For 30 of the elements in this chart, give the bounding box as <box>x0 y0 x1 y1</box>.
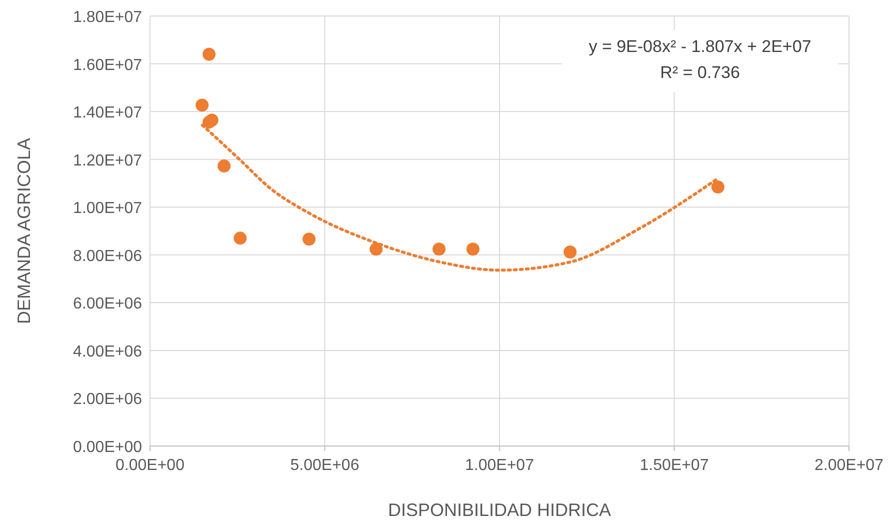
point <box>218 160 231 173</box>
y-tick-label: 8.00E+06 <box>73 248 142 265</box>
y-tick-label: 1.20E+07 <box>73 152 142 170</box>
x-tick-label: 1.50E+07 <box>640 457 709 474</box>
y-tick-label: 1.80E+07 <box>73 9 142 26</box>
y-tick-label: 2.00E+06 <box>73 391 142 408</box>
y-tick-label: 6.00E+06 <box>73 296 142 313</box>
point <box>564 246 577 259</box>
point <box>202 48 216 61</box>
y-tick-label: 1.60E+07 <box>73 56 142 74</box>
y-tick-label: 0.00E+00 <box>73 439 142 456</box>
point <box>196 98 209 112</box>
x-tick-label: 5.00E+06 <box>290 457 360 474</box>
y-tick-label: 4.00E+06 <box>73 343 142 360</box>
point <box>466 242 480 256</box>
x-tick-label: 1.00E+07 <box>465 457 534 474</box>
point <box>370 242 383 256</box>
point <box>432 242 446 256</box>
annotation: R² = 0.736 <box>660 63 740 82</box>
point <box>234 232 247 245</box>
point <box>205 114 218 127</box>
point <box>302 232 316 246</box>
x-axis-title: DISPONIBILIDAD HIDRICA <box>388 500 612 520</box>
x-tick-label: 2.00E+07 <box>814 457 884 474</box>
point <box>711 180 724 194</box>
y-tick-label: 1.00E+07 <box>73 200 142 218</box>
y-tick-label: 1.40E+07 <box>73 104 142 122</box>
x-tick-label: 0.00E+00 <box>116 457 185 474</box>
annotation: y = 9E-08x² - 1.807x + 2E+07 <box>588 37 812 56</box>
y-axis-title: DEMANDA AGRICOLA <box>14 138 34 324</box>
